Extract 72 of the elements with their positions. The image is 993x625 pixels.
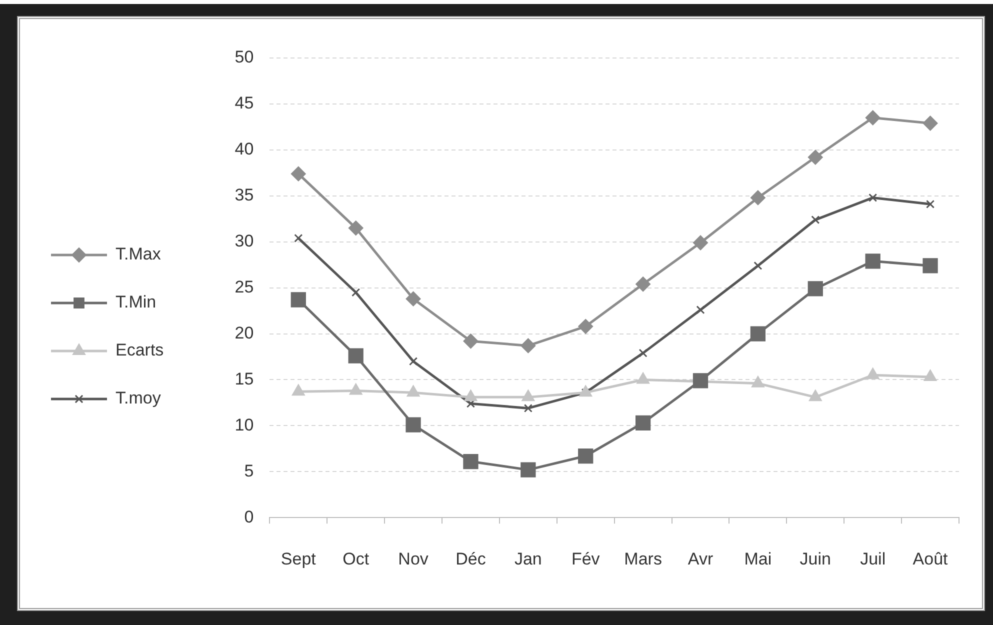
point xyxy=(868,193,878,202)
x-tick-label: Oct xyxy=(342,549,370,568)
point xyxy=(636,372,650,384)
y-tick-label: 40 xyxy=(234,140,254,159)
point xyxy=(463,334,478,349)
y-tick-label: 20 xyxy=(234,323,254,342)
point xyxy=(808,390,822,402)
y-tick-label: 25 xyxy=(234,277,254,296)
y-tick-label: 5 xyxy=(244,461,254,480)
point xyxy=(463,454,478,470)
point xyxy=(808,281,823,296)
point xyxy=(638,348,648,358)
point xyxy=(349,383,362,395)
x-tick-label: Fév xyxy=(571,549,600,568)
y-tick-label: 0 xyxy=(244,507,254,526)
x-tick-label: Août xyxy=(912,549,948,568)
x-tick-label: Avr xyxy=(688,549,714,568)
y-tick-label: 30 xyxy=(234,232,254,251)
x-tick-label: Nov xyxy=(398,549,429,568)
legend-label: T.moy xyxy=(116,388,162,408)
point xyxy=(865,254,880,269)
point xyxy=(635,415,651,430)
x-tick-label: Mars xyxy=(624,549,662,568)
legend-label: T.Min xyxy=(116,292,156,312)
point xyxy=(578,318,594,334)
y-tick-label: 50 xyxy=(234,48,254,67)
point xyxy=(524,404,532,412)
point xyxy=(750,326,766,342)
point xyxy=(692,373,708,388)
x-tick-label: Mai xyxy=(744,549,772,568)
x-tick-label: Sept xyxy=(280,549,316,568)
point xyxy=(348,348,364,364)
x-tick-label: Jan xyxy=(514,549,542,568)
point xyxy=(352,288,360,297)
point xyxy=(808,150,823,165)
point xyxy=(922,116,938,131)
point xyxy=(926,200,935,208)
point xyxy=(751,376,765,388)
point xyxy=(922,258,938,274)
x-tick-label: Juil xyxy=(860,549,886,568)
x-tick-label: Juin xyxy=(800,549,831,568)
point xyxy=(294,234,303,242)
point xyxy=(924,369,937,381)
point xyxy=(520,462,536,478)
point xyxy=(406,291,421,306)
y-tick-label: 10 xyxy=(234,415,254,434)
point xyxy=(750,190,766,206)
point xyxy=(696,306,705,314)
point xyxy=(579,385,592,397)
point xyxy=(290,166,306,182)
legend-label: T.Max xyxy=(116,244,162,264)
point xyxy=(406,417,421,432)
point xyxy=(292,384,305,396)
point xyxy=(693,235,708,250)
point xyxy=(522,390,535,402)
y-tick-label: 15 xyxy=(234,369,254,388)
point xyxy=(290,292,306,308)
point xyxy=(406,385,420,397)
point xyxy=(866,368,880,380)
point xyxy=(348,220,364,236)
y-tick-label: 45 xyxy=(234,94,254,113)
point xyxy=(754,261,762,270)
point xyxy=(636,276,651,292)
point xyxy=(520,338,536,354)
point xyxy=(409,357,418,366)
x-tick-label: Déc xyxy=(456,549,486,568)
point xyxy=(865,110,880,126)
point xyxy=(811,215,820,224)
point xyxy=(464,390,478,402)
y-tick-label: 35 xyxy=(234,186,254,205)
legend-label: Ecarts xyxy=(116,340,164,360)
point xyxy=(578,448,594,464)
